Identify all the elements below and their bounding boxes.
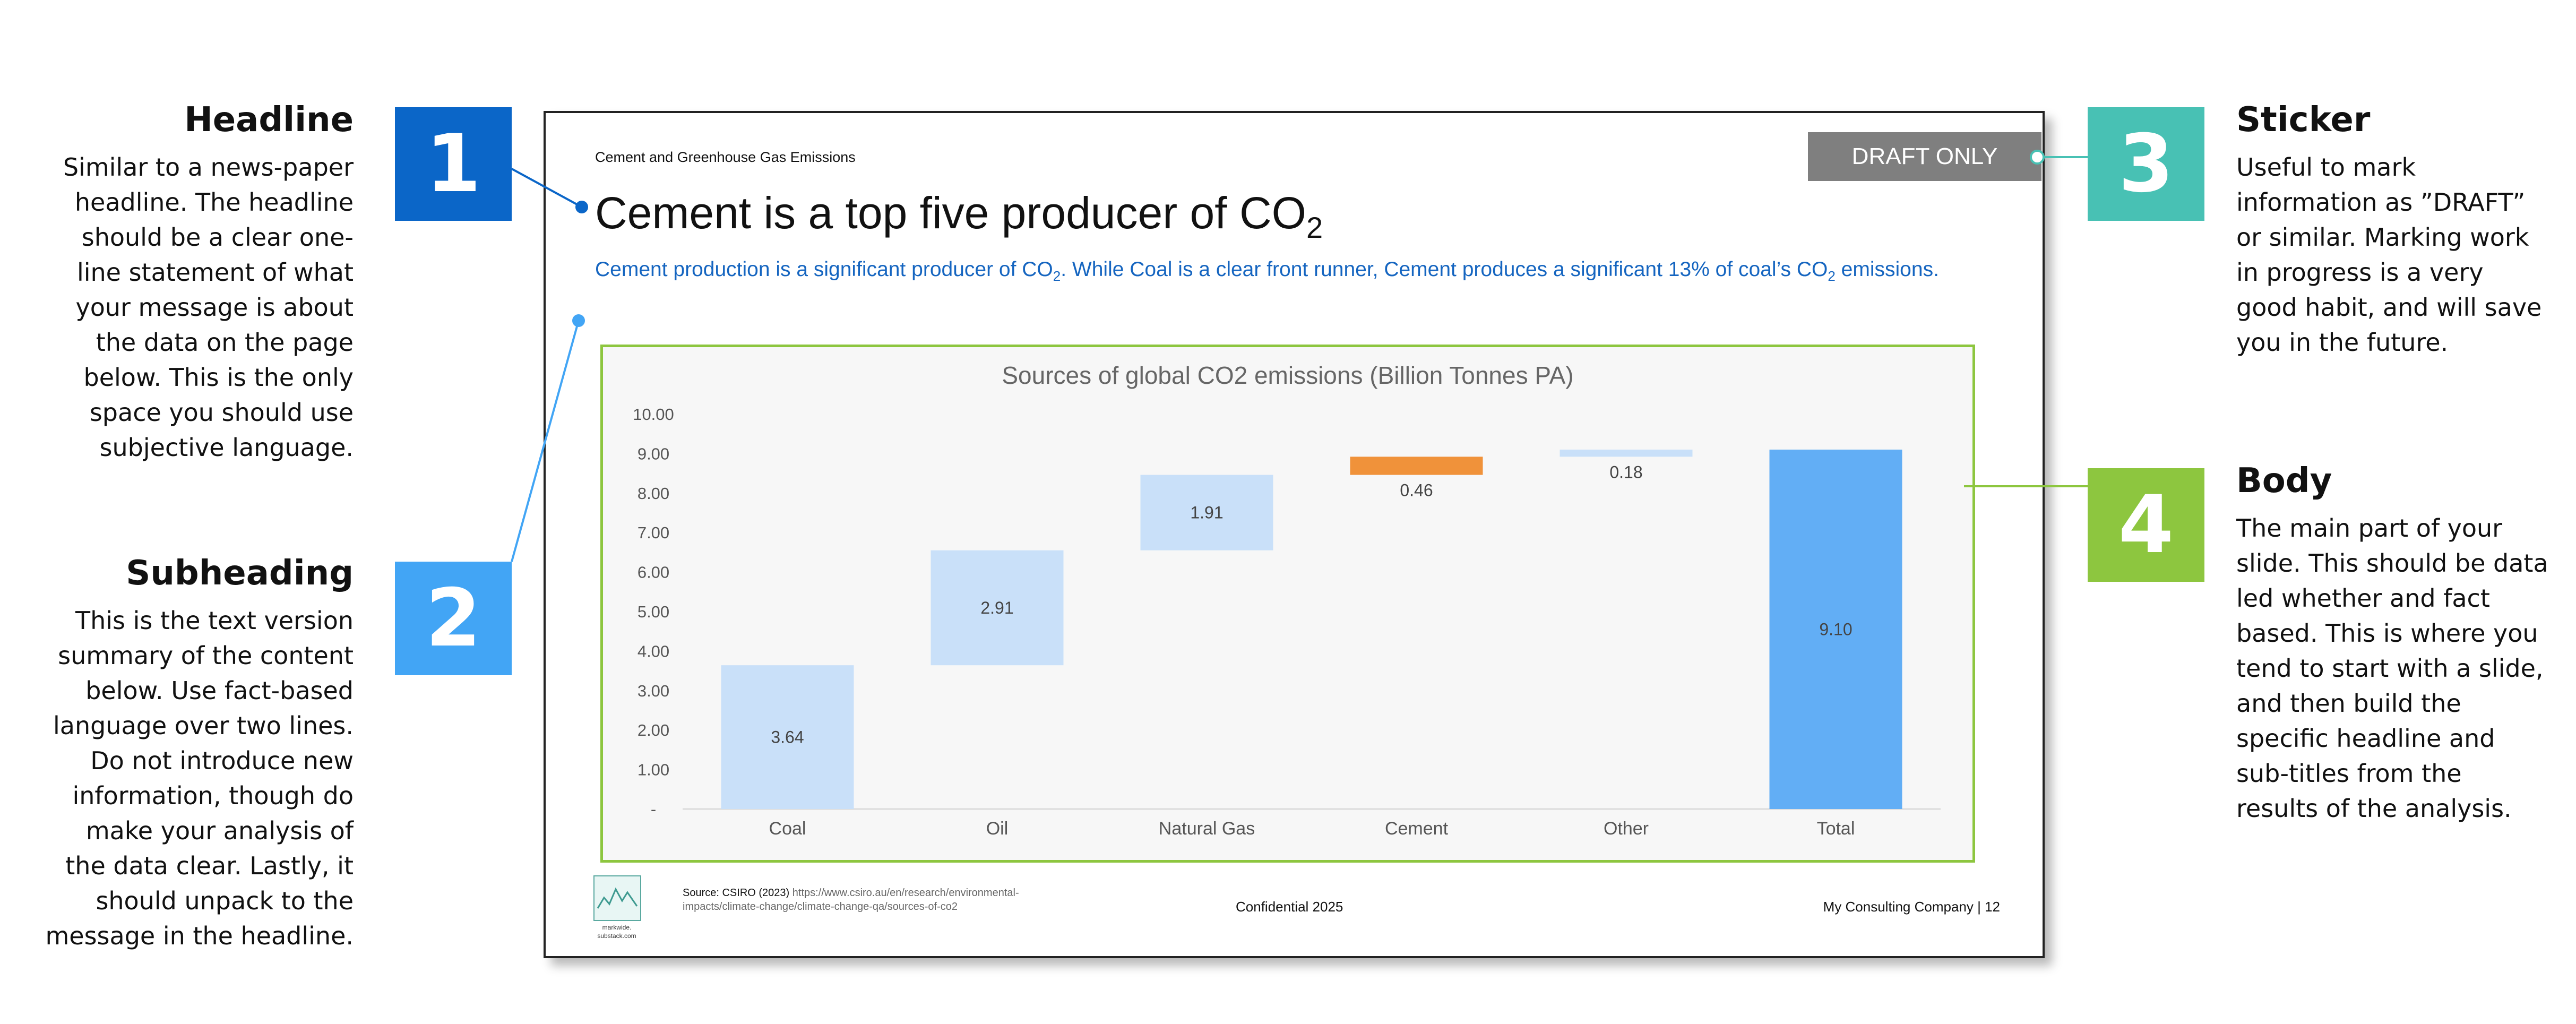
y-tick-label: - <box>651 800 656 819</box>
y-tick-label: 7.00 <box>637 523 669 542</box>
sticker-annotation-title: Sticker <box>2236 100 2371 140</box>
y-tick-label: 4.00 <box>637 642 669 660</box>
x-tick-label: Total <box>1817 819 1855 839</box>
x-tick-label: Natural Gas <box>1159 819 1255 839</box>
y-tick-label: 1.00 <box>637 761 669 779</box>
y-tick-label: 6.00 <box>637 563 669 582</box>
source-note: Source: CSIRO (2023) https://www.csiro.a… <box>683 887 1019 913</box>
data-label: 2.91 <box>980 598 1013 617</box>
bar-coal <box>721 665 854 809</box>
y-tick-label: 2.00 <box>637 721 669 739</box>
data-label: 0.18 <box>1609 462 1642 481</box>
badge-2: 2 <box>395 562 512 675</box>
bar-total <box>1769 449 1902 809</box>
data-label: 3.64 <box>771 728 804 747</box>
subheading-annotation-title: Subheading <box>126 554 354 593</box>
data-label: 1.91 <box>1190 503 1223 522</box>
chart-title: Sources of global CO2 emissions (Billion… <box>1002 362 1574 389</box>
y-tick-label: 10.00 <box>633 405 674 424</box>
slide-headline: Cement is a top five producer of CO2 <box>595 188 1323 244</box>
body-annotation-title: Body <box>2236 461 2332 501</box>
source-link[interactable]: https://www.csiro.au/en/research/environ… <box>683 887 1019 913</box>
x-tick-label: Cement <box>1385 819 1449 839</box>
y-tick-label: 9.00 <box>637 444 669 463</box>
sticker-annotation: Sticker Useful to mark information as ”D… <box>2236 99 2565 360</box>
bar-oil <box>931 550 1064 666</box>
logo-caption: markwide. substack.com <box>597 924 636 940</box>
slide-top-label: Cement and Greenhouse Gas Emissions <box>595 149 856 165</box>
subheading-annotation: Subheading This is the text version summ… <box>14 552 354 953</box>
data-label: 9.10 <box>1819 619 1852 639</box>
draft-sticker: DRAFT ONLY <box>1808 132 2041 181</box>
badge-3: 3 <box>2088 107 2204 221</box>
headline-annotation: Headline Similar to a news-paper headlin… <box>35 99 354 465</box>
logo-chart-icon <box>597 887 638 909</box>
body-annotation: Body The main part of your slide. This s… <box>2236 460 2565 826</box>
waterfall-chart: - 1.00 2.00 3.00 4.00 5.00 6.00 7.00 8.00 9.00 10.… <box>633 405 1941 839</box>
data-label: 0.46 <box>1400 481 1433 500</box>
y-tick-label: 8.00 <box>637 484 669 503</box>
bar-other <box>1560 449 1693 457</box>
y-tick-label: 3.00 <box>637 682 669 700</box>
badge-1: 1 <box>395 107 512 221</box>
bar-natural-gas <box>1140 475 1273 550</box>
body-annotation-body: The main part of your slide. This should… <box>2236 514 2548 823</box>
slide-subheading: Cement production is a significant produ… <box>595 258 1939 284</box>
headline-annotation-body: Similar to a news-paper headline. The he… <box>63 153 354 462</box>
x-tick-label: Other <box>1604 819 1649 839</box>
x-tick-label: Coal <box>769 819 806 839</box>
slide-body: Sources of global CO2 emissions (Billion… <box>600 345 1975 863</box>
confidential-label: Confidential 2025 <box>1236 899 1343 915</box>
subheading-annotation-body: This is the text version summary of the … <box>45 606 354 950</box>
sticker-annotation-body: Useful to mark information as ”DRAFT” or… <box>2236 153 2542 357</box>
headline-annotation-title: Headline <box>184 100 354 140</box>
y-tick-label: 5.00 <box>637 603 669 621</box>
bar-cement <box>1350 457 1483 475</box>
x-tick-label: Oil <box>986 819 1009 839</box>
badge-4: 4 <box>2088 468 2204 582</box>
slide: Cement and Greenhouse Gas Emissions DRAF… <box>544 111 2045 958</box>
logo <box>593 875 641 921</box>
company-page-label: My Consulting Company | 12 <box>1823 899 2000 915</box>
